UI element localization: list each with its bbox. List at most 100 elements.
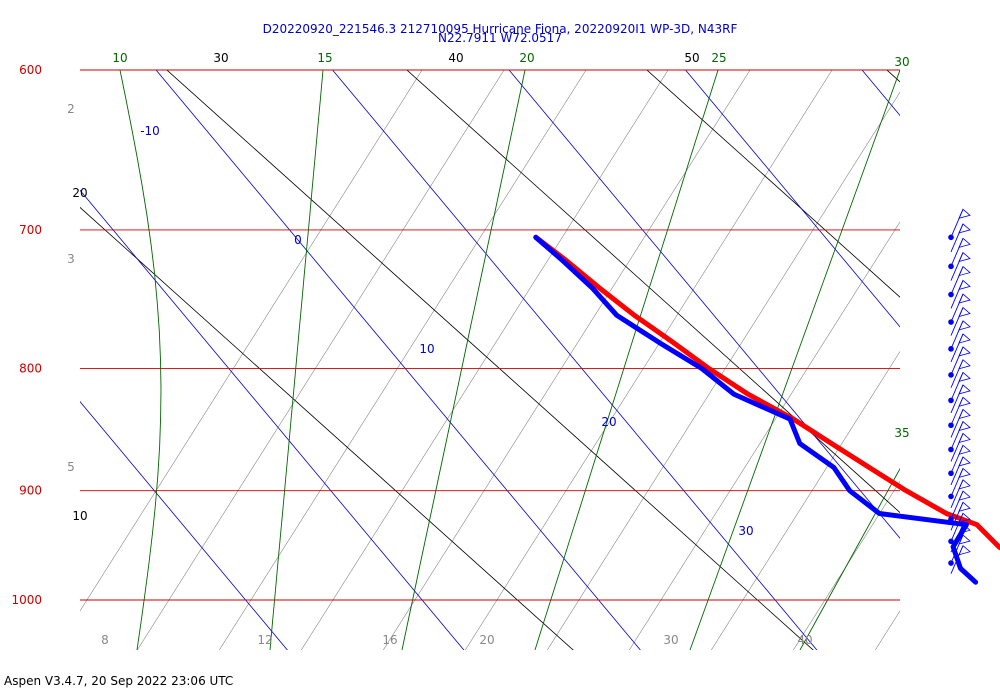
moist-adiabat-line: [874, 610, 900, 650]
dry-adiabat-label: 10: [72, 509, 87, 523]
mixing-ratio-line: [401, 70, 526, 650]
moist-adiabat-label: 3: [67, 252, 75, 266]
pressure-tick-label: 700: [19, 223, 42, 237]
moist-adiabat-line: [136, 70, 505, 650]
wind-barbs: [948, 208, 971, 574]
dry-adiabat-line: [80, 206, 574, 650]
wind-barb-pennant: [958, 384, 971, 395]
pressure-tick-label: 800: [19, 361, 42, 375]
isotherm-label: 20: [601, 415, 616, 429]
wind-barb-pennant: [958, 432, 971, 444]
dry-adiabat-label: 30: [213, 51, 228, 65]
mixing-ratio-line: [689, 70, 900, 650]
moist-adiabat-line: [710, 351, 900, 650]
moist-adiabats: [80, 70, 900, 650]
isotherms: [80, 70, 900, 650]
mixing-ratio-line: [799, 467, 900, 650]
mixing-ratio-label: 15: [317, 51, 332, 65]
dry-adiabats: [80, 70, 900, 650]
sounding-series: [533, 234, 1000, 585]
dry-adiabat-label: 50: [684, 51, 699, 65]
wind-barb-pennant: [958, 420, 971, 432]
isotherm-line: [80, 401, 288, 650]
wind-station-dot: [948, 291, 954, 298]
wind-barb-pennant: [958, 490, 971, 501]
wind-station-dot: [948, 397, 954, 404]
moist-adiabat-line: [382, 70, 751, 650]
isotherm-label: 30: [738, 524, 753, 538]
wind-station-dot: [948, 372, 954, 378]
wind-station-dot: [948, 234, 954, 241]
moist-adiabat-bottom-label: 12: [257, 633, 272, 647]
dry-adiabat-label: 20: [72, 186, 87, 200]
moist-adiabat-line: [792, 480, 900, 650]
isotherm-line: [861, 70, 900, 117]
isotherm-label: -10: [140, 124, 160, 138]
isotherm-line: [508, 70, 900, 539]
wind-barb-pennant: [958, 523, 971, 534]
wind-barb-pennant: [958, 320, 971, 331]
isotherm-line: [155, 70, 641, 650]
wind-station-dot: [948, 493, 954, 500]
chart-title-line-1: D20220920_221546.3 212710095 Hurricane F…: [263, 22, 738, 36]
wind-barb-pennant: [958, 545, 971, 556]
wind-station-dot: [948, 516, 954, 522]
isobars: [80, 69, 900, 601]
wind-barb-pennant: [958, 512, 971, 523]
moist-adiabat-label: 2: [67, 102, 75, 116]
wind-barb-pennant: [958, 371, 971, 383]
wind-station-dot: [948, 446, 954, 453]
moist-adiabat-bottom-label: 40: [797, 633, 812, 647]
wind-station-dot: [948, 538, 954, 545]
moist-adiabat-line: [80, 70, 423, 612]
pressure-tick-label: 1000: [11, 593, 42, 607]
mixing-ratio-label: 25: [711, 51, 726, 65]
moist-adiabat-bottom-label: 8: [101, 633, 109, 647]
wind-station-dot: [948, 422, 954, 429]
mixing-ratio-line: [119, 70, 162, 650]
wind-station-dot: [948, 560, 954, 566]
wind-barb-pennant: [958, 408, 971, 420]
moist-adiabat-line: [218, 70, 587, 650]
wind-station-dot: [948, 263, 954, 270]
mixing-ratio-line: [269, 70, 324, 650]
mixing-ratio-label: 10: [112, 51, 127, 65]
wind-barb-pennant: [958, 265, 971, 277]
isotherm-line: [80, 189, 465, 650]
wind-barb-pennant: [958, 293, 971, 304]
mixing-ratio-label: 35: [894, 426, 909, 440]
moist-adiabat-line: [546, 91, 900, 650]
moist-adiabat-bottom-label: 20: [479, 633, 494, 647]
dry-adiabat-line: [646, 70, 900, 298]
isotherm-label: 0: [294, 233, 302, 247]
wind-barb-pennant: [958, 534, 971, 545]
wind-barb-pennant: [958, 306, 971, 318]
wind-barb-pennant: [958, 396, 971, 407]
moist-adiabat-label: 5: [67, 460, 75, 474]
dewpoint-profile: [533, 234, 979, 585]
pressure-tick-label: 900: [19, 484, 42, 498]
mixing-ratio-label: 20: [519, 51, 534, 65]
wind-barb-pennant: [958, 501, 971, 512]
dry-adiabat-line: [886, 70, 900, 83]
mixing-ratio-label: 30: [894, 55, 909, 69]
wind-station-dot: [948, 346, 954, 352]
wind-barb-pennant: [958, 208, 971, 219]
isotherm-line: [332, 70, 818, 650]
dry-adiabat-line: [166, 70, 814, 650]
temperature-profile: [533, 234, 1000, 551]
isotherm-line: [685, 70, 900, 328]
moist-adiabat-line: [464, 70, 833, 650]
wind-station-dot: [948, 319, 954, 325]
mixing-ratio-line: [534, 70, 719, 650]
wind-barb-pennant: [958, 279, 971, 291]
wind-station-dot: [948, 470, 954, 477]
moist-adiabat-bottom-label: 30: [663, 633, 678, 647]
moist-adiabat-line: [300, 70, 669, 650]
wind-barb-pennant: [958, 359, 971, 370]
dry-adiabat-label: 40: [448, 51, 463, 65]
wind-barb-pennant: [958, 223, 971, 234]
isotherm-label: 10: [419, 342, 434, 356]
